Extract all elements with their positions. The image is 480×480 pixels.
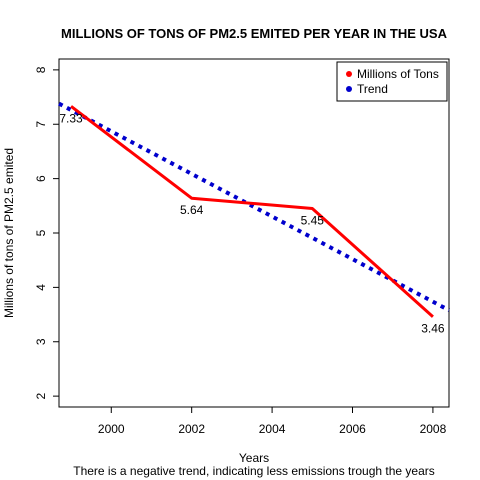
y-tick-label: 5 — [34, 229, 48, 236]
legend-marker-millions-of-tons — [346, 71, 352, 77]
y-axis-label: Millions of tons of PM2.5 emited — [2, 148, 16, 318]
legend-box — [336, 61, 448, 102]
series-line-millions-of-tons — [70, 105, 434, 318]
data-label: 5.64 — [180, 203, 204, 217]
data-label: 5.45 — [301, 214, 325, 228]
chart-title: MILLIONS OF TONS OF PM2.5 EMITED PER YEA… — [61, 26, 448, 41]
legend: Millions of Tons Trend — [336, 61, 448, 102]
y-tick-label: 3 — [34, 338, 48, 345]
series-line-trend — [58, 101, 450, 312]
data-label: 3.46 — [421, 322, 445, 336]
x-tick-label: 2004 — [259, 422, 286, 436]
y-axis: 2 3 4 5 6 7 8 — [34, 66, 59, 399]
series-layer — [58, 101, 450, 318]
x-tick-label: 2002 — [178, 422, 205, 436]
plot-area — [58, 58, 450, 408]
legend-label-trend: Trend — [357, 82, 388, 96]
y-tick-label: 6 — [34, 175, 48, 182]
x-axis-label: Years — [239, 451, 269, 465]
legend-marker-trend — [346, 86, 352, 92]
x-tick-label: 2000 — [98, 422, 125, 436]
data-label: 7.33 — [59, 111, 83, 125]
y-tick-label: 7 — [34, 121, 48, 128]
x-axis: 2000 2002 2004 2006 2008 — [98, 407, 447, 436]
y-tick-label: 8 — [34, 66, 48, 73]
y-tick-label: 2 — [34, 392, 48, 399]
x-tick-label: 2006 — [339, 422, 366, 436]
legend-label-millions-of-tons: Millions of Tons — [357, 67, 439, 81]
y-tick-label: 4 — [34, 284, 48, 291]
x-tick-label: 2008 — [420, 422, 447, 436]
data-labels: 7.33 5.64 5.45 3.46 — [59, 111, 445, 335]
chart-subtitle: There is a negative trend, indicating le… — [73, 464, 435, 478]
